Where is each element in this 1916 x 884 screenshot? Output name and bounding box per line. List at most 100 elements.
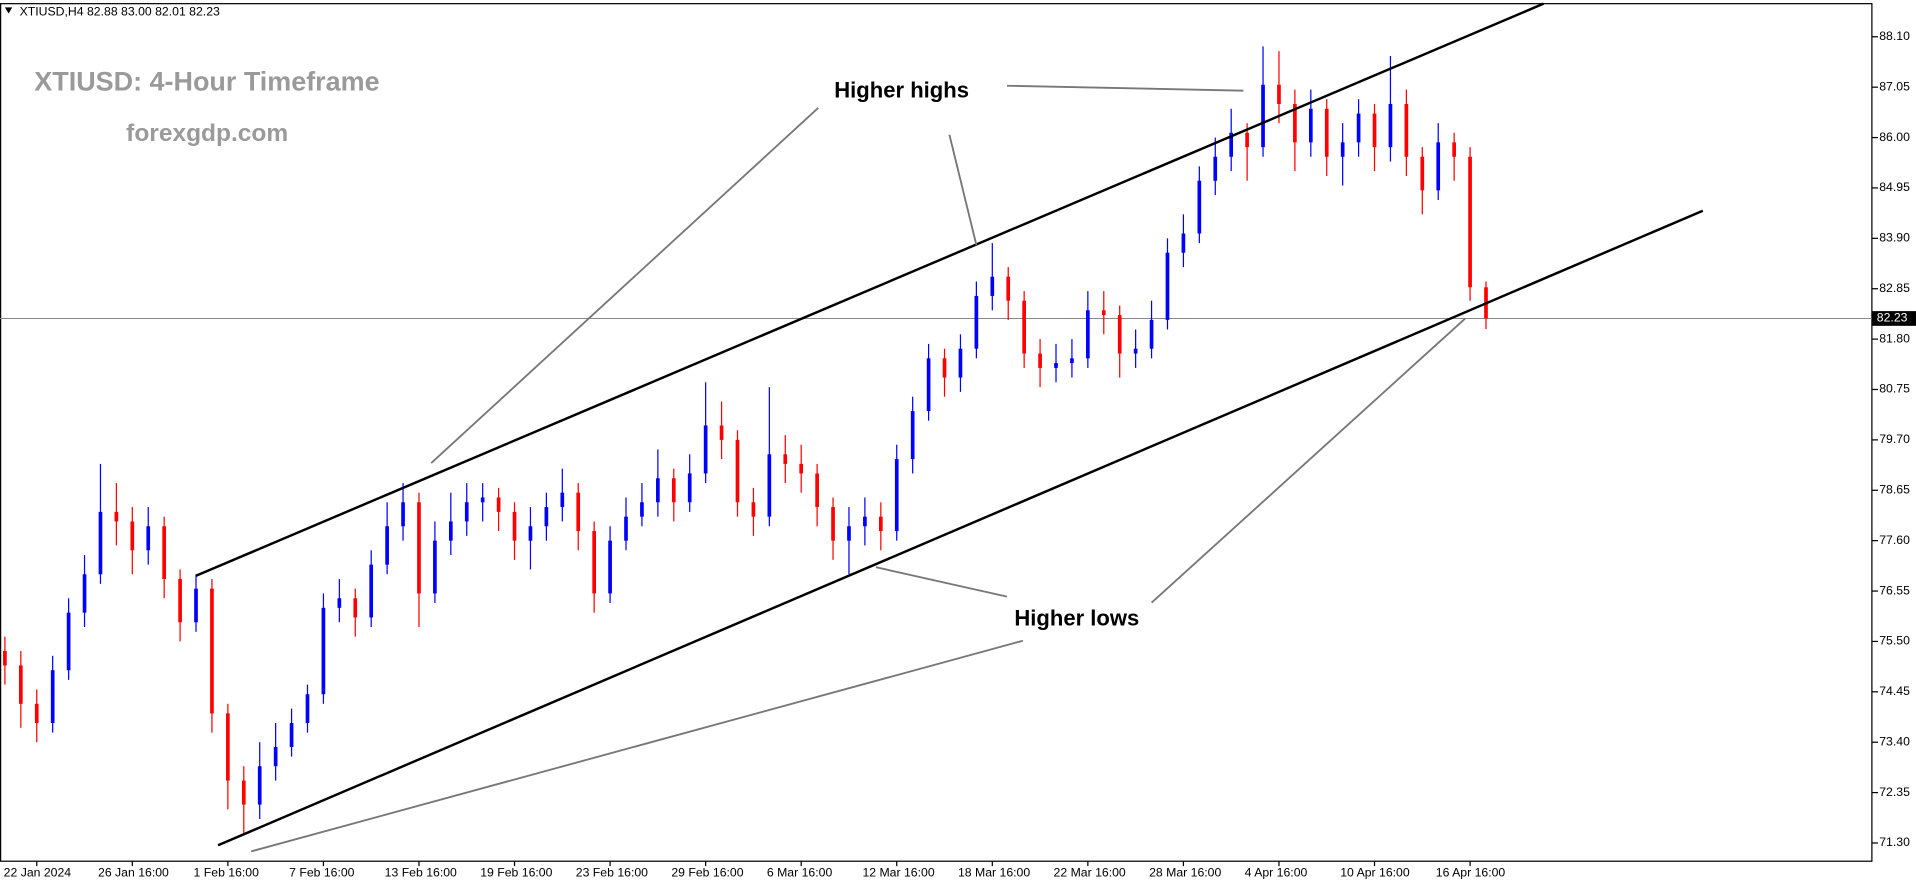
candle-body [130,521,135,551]
candle-body [1181,233,1186,253]
candle-body [1420,156,1425,191]
candle-body [305,694,310,724]
candle-body [815,473,819,508]
y-tick-label: 76.55 [1879,583,1910,597]
menu-arrow [4,7,13,14]
channel-upper [195,2,1545,577]
header: XTIUSD,H4 82.88 83.00 82.01 82.23 [20,4,220,18]
x-tick-label: 22 Mar 16:00 [1054,866,1126,880]
candle-body [847,526,851,541]
candle-body [576,492,581,532]
candle-body [592,531,596,594]
candle-body [512,511,517,541]
candle-body [656,478,660,503]
x-tick-label: 29 Feb 16:00 [671,866,743,880]
candle-body [1324,108,1329,157]
x-tick-label: 23 Feb 16:00 [576,866,648,880]
candle-body [1340,142,1345,157]
candle-body [226,713,230,781]
candle-body [703,425,708,474]
candle-body [385,526,389,565]
y-tick-label: 88.10 [1879,29,1910,43]
candle-body [1388,103,1393,148]
annotation: Higher lows [1014,606,1139,631]
candle-body [257,766,262,805]
candle-body [544,507,549,527]
y-tick-label: 71.30 [1879,835,1910,849]
candle-body [433,540,437,594]
candle-body [210,588,214,714]
candle-body [369,564,374,618]
candle-body [767,454,772,517]
x-tick-label: 12 Mar 16:00 [862,866,934,880]
y-tick-label: 83.90 [1879,231,1910,245]
candle-body [448,521,453,541]
candle-body [863,516,867,527]
y-tick-label: 80.75 [1879,382,1910,396]
candle-body [496,497,501,512]
x-tick-label: 13 Feb 16:00 [385,866,457,880]
candle-body [1245,132,1249,148]
y-tick-label: 75.50 [1879,634,1910,648]
y-tick-label: 81.80 [1879,331,1910,345]
x-tick-label: 28 Mar 16:00 [1149,866,1221,880]
candle-body [178,579,182,623]
candle-body [910,411,915,460]
y-tick-label: 84.95 [1879,180,1910,194]
chart-subtitle: forexgdp.com [126,120,288,147]
candle-body [1229,132,1234,157]
candle-body [783,454,788,464]
candle-body [1293,103,1297,143]
candle-body [640,502,644,517]
candle-body [831,507,835,541]
candle-body [894,459,899,532]
annotation: Higher highs [834,78,969,103]
candle-body [1054,363,1058,368]
candle-body [114,511,119,522]
pointer-line [430,107,819,464]
candle-body [1372,113,1377,148]
x-tick-label: 22 Jan 2024 [4,866,72,880]
candle-body [464,502,469,522]
candle-body [146,526,151,551]
y-tick-label: 72.35 [1879,785,1910,799]
pointer-line [1006,84,1244,92]
candle-body [1213,156,1218,181]
candle-body [321,607,326,695]
chart-title: XTIUSD: 4-Hour Timeframe [34,66,379,96]
candle-body [353,598,358,618]
y-tick-label: 73.40 [1879,734,1910,748]
candle-body [50,670,55,724]
plot-frame [0,3,1873,862]
x-tick-label: 4 Apr 16:00 [1245,866,1308,880]
pointer-line [948,134,978,246]
candle-body [480,497,485,503]
candle-body [974,295,979,349]
candle-body [1101,310,1106,316]
candle-body [337,598,342,608]
candle-body [1149,319,1154,349]
candle-body [735,439,740,503]
candle-body [417,502,421,594]
y-tick-label: 87.05 [1879,79,1910,93]
candle-body [687,473,692,503]
candle-body [1452,142,1456,157]
drawings: Higher highs Higher lows [195,2,1704,853]
candle-body [560,492,565,508]
x-tick-label: 6 Mar 16:00 [767,866,833,880]
candle-body [3,651,7,666]
candle-body [942,358,947,378]
candle-body [1006,276,1011,301]
x-tick-label: 16 Apr 16:00 [1436,866,1506,880]
candle-body [799,463,804,474]
candle-body [878,516,883,532]
candle-body [162,526,167,580]
x-tick-label: 10 Apr 16:00 [1340,866,1410,880]
y-tick-label: 77.60 [1879,533,1910,547]
y-tick-label: 79.70 [1879,432,1910,446]
candle-body [1261,84,1265,148]
pointer-line [875,566,1008,598]
candle-body [608,540,612,594]
candle-body [624,516,628,541]
